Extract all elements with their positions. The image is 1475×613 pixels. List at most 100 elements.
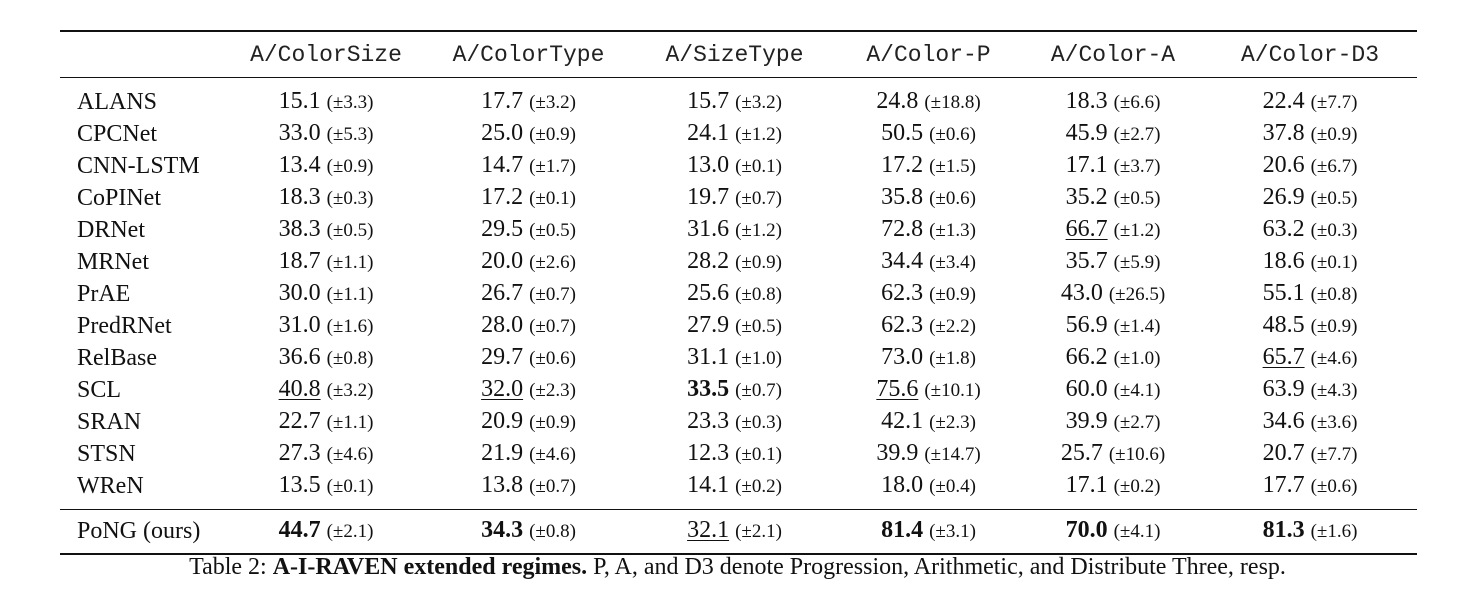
result-cell: 17.7 (±3.2) bbox=[422, 78, 635, 119]
result-cell: 17.1 (±0.2) bbox=[1023, 470, 1203, 510]
result-cell: 26.9 (±0.5) bbox=[1203, 182, 1417, 214]
result-cell: 55.1 (±0.8) bbox=[1203, 278, 1417, 310]
mean-value: 13.0 bbox=[687, 152, 730, 178]
result-cell: 29.7 (±0.6) bbox=[422, 342, 635, 374]
mean-value: 40.8 bbox=[278, 376, 321, 402]
result-cell: 33.5 (±0.7) bbox=[635, 374, 834, 406]
caption-text: P, A, and D3 denote Progression, Arithme… bbox=[587, 554, 1286, 580]
mean-value: 12.3 bbox=[687, 440, 730, 466]
table-row: SRAN 22.7 (±1.1) 20.9 (±0.9) 23.3 (±0.3) 42.… bbox=[60, 406, 1417, 438]
mean-value: 29.5 bbox=[481, 216, 524, 242]
mean-value: 31.1 bbox=[687, 344, 730, 370]
std-value: (±0.7) bbox=[529, 316, 576, 337]
std-value: (±10.6) bbox=[1108, 444, 1166, 465]
std-value: (±1.0) bbox=[1113, 348, 1161, 369]
std-value: (±4.6) bbox=[1310, 348, 1358, 369]
result-cell: 13.4 (±0.9) bbox=[230, 150, 422, 182]
result-cell: 20.7 (±7.7) bbox=[1203, 438, 1417, 470]
mean-value: 22.4 bbox=[1262, 88, 1305, 114]
mean-value: 73.0 bbox=[881, 344, 924, 370]
std-value: (±0.6) bbox=[929, 124, 976, 145]
result-cell: 25.6 (±0.8) bbox=[635, 278, 834, 310]
std-value: (±1.1) bbox=[326, 252, 374, 273]
table-row: CPCNet 33.0 (±5.3) 25.0 (±0.9) 24.1 (±1.2) 5… bbox=[60, 118, 1417, 150]
result-cell: 13.0 (±0.1) bbox=[635, 150, 834, 182]
std-value: (±0.3) bbox=[326, 188, 374, 209]
result-cell: 27.3 (±4.6) bbox=[230, 438, 422, 470]
header-row: A/ColorSize A/ColorType A/SizeType A/Color-… bbox=[60, 31, 1417, 78]
table-caption: Table 2: A-I-RAVEN extended regimes. P, … bbox=[0, 554, 1475, 581]
result-cell: 42.1 (±2.3) bbox=[834, 406, 1023, 438]
mean-value: 48.5 bbox=[1262, 312, 1305, 338]
std-value: (±0.5) bbox=[735, 316, 782, 337]
result-cell: 35.2 (±0.5) bbox=[1023, 182, 1203, 214]
std-value: (±18.8) bbox=[924, 92, 981, 113]
std-value: (±0.1) bbox=[529, 188, 576, 209]
mean-value: 44.7 bbox=[278, 517, 321, 544]
mean-value: 45.9 bbox=[1065, 120, 1108, 146]
result-cell: 81.3 (±1.6) bbox=[1203, 510, 1417, 554]
column-header: A/ColorSize bbox=[250, 41, 402, 68]
mean-value: 30.0 bbox=[278, 280, 321, 306]
std-value: (±0.8) bbox=[326, 348, 374, 369]
std-value: (±4.6) bbox=[326, 444, 374, 465]
result-cell: 20.0 (±2.6) bbox=[422, 246, 635, 278]
method-name: DRNet bbox=[77, 217, 145, 243]
mean-value: 28.0 bbox=[481, 312, 524, 338]
std-value: (±4.1) bbox=[1113, 521, 1161, 543]
mean-value: 34.4 bbox=[881, 248, 924, 274]
result-cell: 13.8 (±0.7) bbox=[422, 470, 635, 510]
result-cell: 13.5 (±0.1) bbox=[230, 470, 422, 510]
std-value: (±0.4) bbox=[929, 476, 976, 497]
std-value: (±0.9) bbox=[326, 156, 374, 177]
result-cell: 14.1 (±0.2) bbox=[635, 470, 834, 510]
mean-value: 36.6 bbox=[278, 344, 321, 370]
std-value: (±0.9) bbox=[529, 124, 576, 145]
results-table: A/ColorSize A/ColorType A/SizeType A/Color-… bbox=[60, 30, 1417, 555]
std-value: (±0.5) bbox=[529, 220, 576, 241]
std-value: (±3.2) bbox=[529, 92, 576, 113]
result-cell: 62.3 (±2.2) bbox=[834, 310, 1023, 342]
mean-value: 17.2 bbox=[481, 184, 524, 210]
std-value: (±1.5) bbox=[929, 156, 976, 177]
result-cell: 31.0 (±1.6) bbox=[230, 310, 422, 342]
std-value: (±0.9) bbox=[529, 412, 576, 433]
result-cell: 18.3 (±6.6) bbox=[1023, 78, 1203, 119]
method-name: PrAE bbox=[77, 281, 131, 307]
method-name: CoPINet bbox=[77, 185, 161, 211]
mean-value: 13.8 bbox=[481, 472, 524, 498]
mean-value: 72.8 bbox=[881, 216, 924, 242]
std-value: (±0.6) bbox=[1310, 476, 1358, 497]
mean-value: 66.7 bbox=[1065, 216, 1108, 242]
mean-value: 17.1 bbox=[1065, 152, 1108, 178]
result-cell: 32.1 (±2.1) bbox=[635, 510, 834, 554]
std-value: (±4.1) bbox=[1113, 380, 1161, 401]
mean-value: 14.1 bbox=[687, 472, 730, 498]
result-cell: 15.7 (±3.2) bbox=[635, 78, 834, 119]
table-row: WReN 13.5 (±0.1) 13.8 (±0.7) 14.1 (±0.2) 18.… bbox=[60, 470, 1417, 510]
mean-value: 15.1 bbox=[278, 88, 321, 114]
result-cell: 26.7 (±0.7) bbox=[422, 278, 635, 310]
mean-value: 65.7 bbox=[1262, 344, 1305, 370]
mean-value: 35.8 bbox=[881, 184, 924, 210]
std-value: (±0.1) bbox=[326, 476, 374, 497]
mean-value: 28.2 bbox=[687, 248, 730, 274]
mean-value: 25.0 bbox=[481, 120, 524, 146]
methods-body: ALANS 15.1 (±3.3) 17.7 (±3.2) 15.7 (±3.2) 24… bbox=[60, 78, 1417, 510]
mean-value: 17.2 bbox=[881, 152, 924, 178]
std-value: (±6.7) bbox=[1310, 156, 1358, 177]
result-cell: 23.3 (±0.3) bbox=[635, 406, 834, 438]
std-value: (±2.7) bbox=[1113, 124, 1161, 145]
mean-value: 60.0 bbox=[1065, 376, 1108, 402]
table-row: RelBase 36.6 (±0.8) 29.7 (±0.6) 31.1 (±1.0)… bbox=[60, 342, 1417, 374]
mean-value: 75.6 bbox=[876, 376, 919, 402]
result-cell: 56.9 (±1.4) bbox=[1023, 310, 1203, 342]
mean-value: 33.0 bbox=[278, 120, 321, 146]
mean-value: 23.3 bbox=[687, 408, 730, 434]
result-cell: 72.8 (±1.3) bbox=[834, 214, 1023, 246]
method-name: RelBase bbox=[77, 345, 157, 371]
mean-value: 42.1 bbox=[881, 408, 924, 434]
table-row: PrAE 30.0 (±1.1) 26.7 (±0.7) 25.6 (±0.8) 62.… bbox=[60, 278, 1417, 310]
method-name: STSN bbox=[77, 441, 136, 467]
std-value: (±1.8) bbox=[929, 348, 976, 369]
